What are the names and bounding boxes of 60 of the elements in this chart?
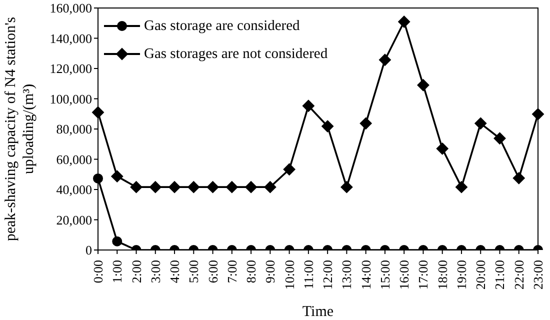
x-tick-label: 6:00 [205, 260, 220, 284]
x-tick-label: 13:00 [339, 260, 354, 290]
point [149, 181, 162, 194]
point [455, 181, 468, 194]
x-tick-label: 20:00 [473, 260, 488, 290]
x-tick-label: 5:00 [186, 260, 202, 284]
point [322, 120, 334, 132]
point [283, 163, 296, 176]
x-tick-label: 18:00 [434, 260, 450, 290]
point [226, 181, 238, 194]
y-tick-label: 140,000 [50, 30, 92, 46]
y-tick-label: 60,000 [56, 152, 92, 167]
x-tick-label: 14:00 [358, 260, 374, 290]
point [206, 181, 219, 194]
x-tick-label: 3:00 [148, 260, 163, 284]
x-tick-label: 1:00 [110, 260, 125, 284]
point [494, 132, 506, 144]
point [168, 181, 181, 194]
point [245, 181, 258, 194]
point [92, 106, 104, 118]
y-tick-label: 100,000 [50, 91, 92, 106]
point [302, 100, 314, 112]
x-tick-label: 9:00 [262, 260, 278, 284]
y-tick-label: 80,000 [56, 122, 92, 137]
point [93, 173, 103, 184]
point [340, 181, 353, 194]
x-tick-label: 0:00 [90, 260, 106, 284]
point [532, 108, 544, 120]
x-tick-label: 2:00 [128, 260, 144, 284]
x-axis-title: Time [302, 304, 334, 320]
x-tick-label: 21:00 [492, 260, 508, 290]
x-tick-label: 11:00 [300, 260, 316, 290]
point [474, 117, 487, 130]
x-tick-label: 23:00 [530, 260, 546, 290]
x-tick-label: 10:00 [282, 260, 297, 290]
point [111, 170, 124, 182]
point [512, 172, 525, 184]
x-tick-label: 8:00 [244, 260, 259, 284]
legend-label: Gas storages are not considered [144, 46, 328, 62]
x-tick-label: 12:00 [320, 260, 336, 290]
point [417, 79, 430, 92]
x-tick-label: 15:00 [377, 260, 392, 290]
y-tick-label: 120,000 [50, 61, 92, 76]
y-tick-label: 20,000 [56, 212, 92, 228]
x-tick-label: 16:00 [396, 260, 412, 290]
y-tick-label: 0 [86, 242, 92, 258]
x-tick-label: 19:00 [454, 260, 469, 290]
point [264, 181, 276, 194]
point [360, 117, 372, 130]
y-tick-label: 160,000 [50, 0, 92, 16]
x-tick-label: 4:00 [167, 260, 182, 284]
x-tick-label: 17:00 [416, 260, 431, 290]
point [188, 181, 200, 194]
point [130, 181, 142, 194]
legend-label: Gas storage are considered [144, 18, 300, 34]
x-tick-label: 22:00 [511, 260, 526, 290]
point [436, 142, 448, 155]
y-axis-title: peak-shaving capacity of N4 station's uploading/(m³) [3, 16, 37, 242]
x-tick-label: 7:00 [224, 260, 240, 284]
y-tick-label: 40,000 [56, 182, 92, 198]
